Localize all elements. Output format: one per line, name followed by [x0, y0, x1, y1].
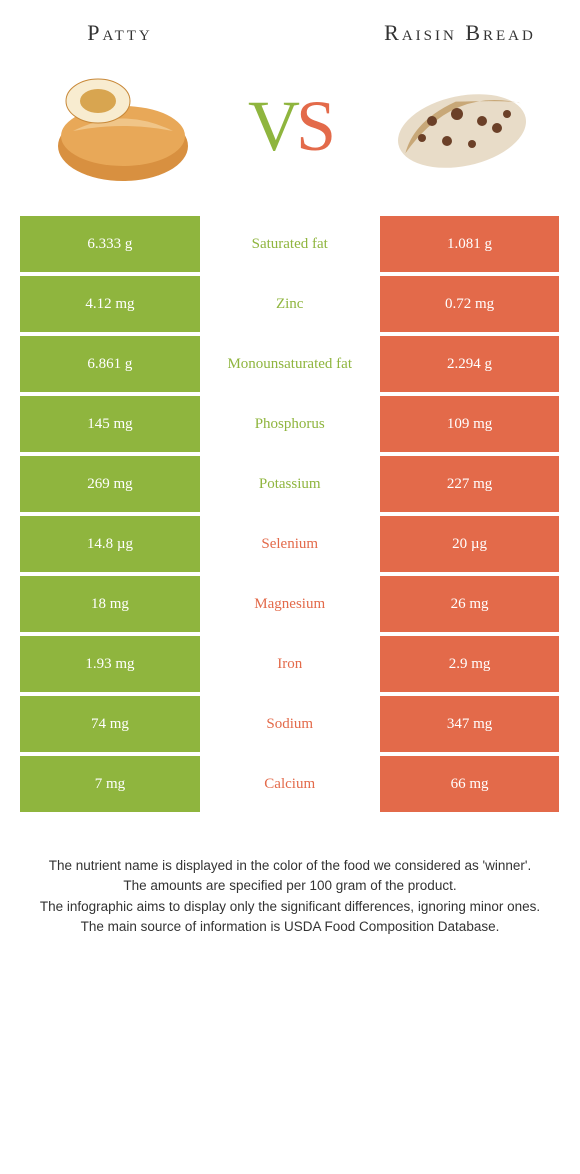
value-right: 347 mg [380, 696, 560, 752]
vs-label: VS [248, 85, 332, 168]
footer-line: The amounts are specified per 100 gram o… [30, 876, 550, 896]
value-right: 2.9 mg [380, 636, 560, 692]
value-left: 6.861 g [20, 336, 200, 392]
table-row: 145 mgPhosphorus109 mg [20, 396, 560, 452]
footer-line: The main source of information is USDA F… [30, 917, 550, 937]
footer-line: The nutrient name is displayed in the co… [30, 856, 550, 876]
table-row: 14.8 µgSelenium20 µg [20, 516, 560, 572]
value-left: 14.8 µg [20, 516, 200, 572]
nutrient-label: Magnesium [200, 576, 380, 632]
table-row: 1.93 mgIron2.9 mg [20, 636, 560, 692]
value-left: 6.333 g [20, 216, 200, 272]
value-left: 4.12 mg [20, 276, 200, 332]
nutrient-label: Selenium [200, 516, 380, 572]
table-row: 74 mgSodium347 mg [20, 696, 560, 752]
nutrient-label: Phosphorus [200, 396, 380, 452]
header: Patty Raisin Bread [0, 0, 580, 56]
table-row: 4.12 mgZinc0.72 mg [20, 276, 560, 332]
table-row: 18 mgMagnesium26 mg [20, 576, 560, 632]
value-right: 1.081 g [380, 216, 560, 272]
food-title-left: Patty [30, 20, 210, 46]
value-left: 269 mg [20, 456, 200, 512]
footer-line: The infographic aims to display only the… [30, 897, 550, 917]
hero-row: VS [0, 56, 580, 216]
table-row: 6.861 gMonounsaturated fat2.294 g [20, 336, 560, 392]
vs-v: V [248, 86, 296, 166]
nutrient-label: Saturated fat [200, 216, 380, 272]
value-left: 18 mg [20, 576, 200, 632]
nutrient-label: Potassium [200, 456, 380, 512]
patty-image [43, 66, 203, 186]
table-row: 269 mgPotassium227 mg [20, 456, 560, 512]
nutrient-label: Zinc [200, 276, 380, 332]
value-right: 109 mg [380, 396, 560, 452]
food-title-right: Raisin Bread [370, 20, 550, 46]
value-left: 1.93 mg [20, 636, 200, 692]
value-right: 26 mg [380, 576, 560, 632]
value-right: 2.294 g [380, 336, 560, 392]
value-left: 7 mg [20, 756, 200, 812]
value-right: 66 mg [380, 756, 560, 812]
nutrient-label: Monounsaturated fat [200, 336, 380, 392]
nutrient-label: Calcium [200, 756, 380, 812]
raisin-bread-image [377, 66, 537, 186]
value-right: 20 µg [380, 516, 560, 572]
value-left: 74 mg [20, 696, 200, 752]
nutrient-label: Sodium [200, 696, 380, 752]
value-right: 227 mg [380, 456, 560, 512]
value-right: 0.72 mg [380, 276, 560, 332]
table-row: 7 mgCalcium66 mg [20, 756, 560, 812]
vs-s: S [296, 86, 332, 166]
value-left: 145 mg [20, 396, 200, 452]
nutrient-label: Iron [200, 636, 380, 692]
comparison-table: 6.333 gSaturated fat1.081 g4.12 mgZinc0.… [20, 216, 560, 812]
footer-notes: The nutrient name is displayed in the co… [0, 816, 580, 957]
table-row: 6.333 gSaturated fat1.081 g [20, 216, 560, 272]
